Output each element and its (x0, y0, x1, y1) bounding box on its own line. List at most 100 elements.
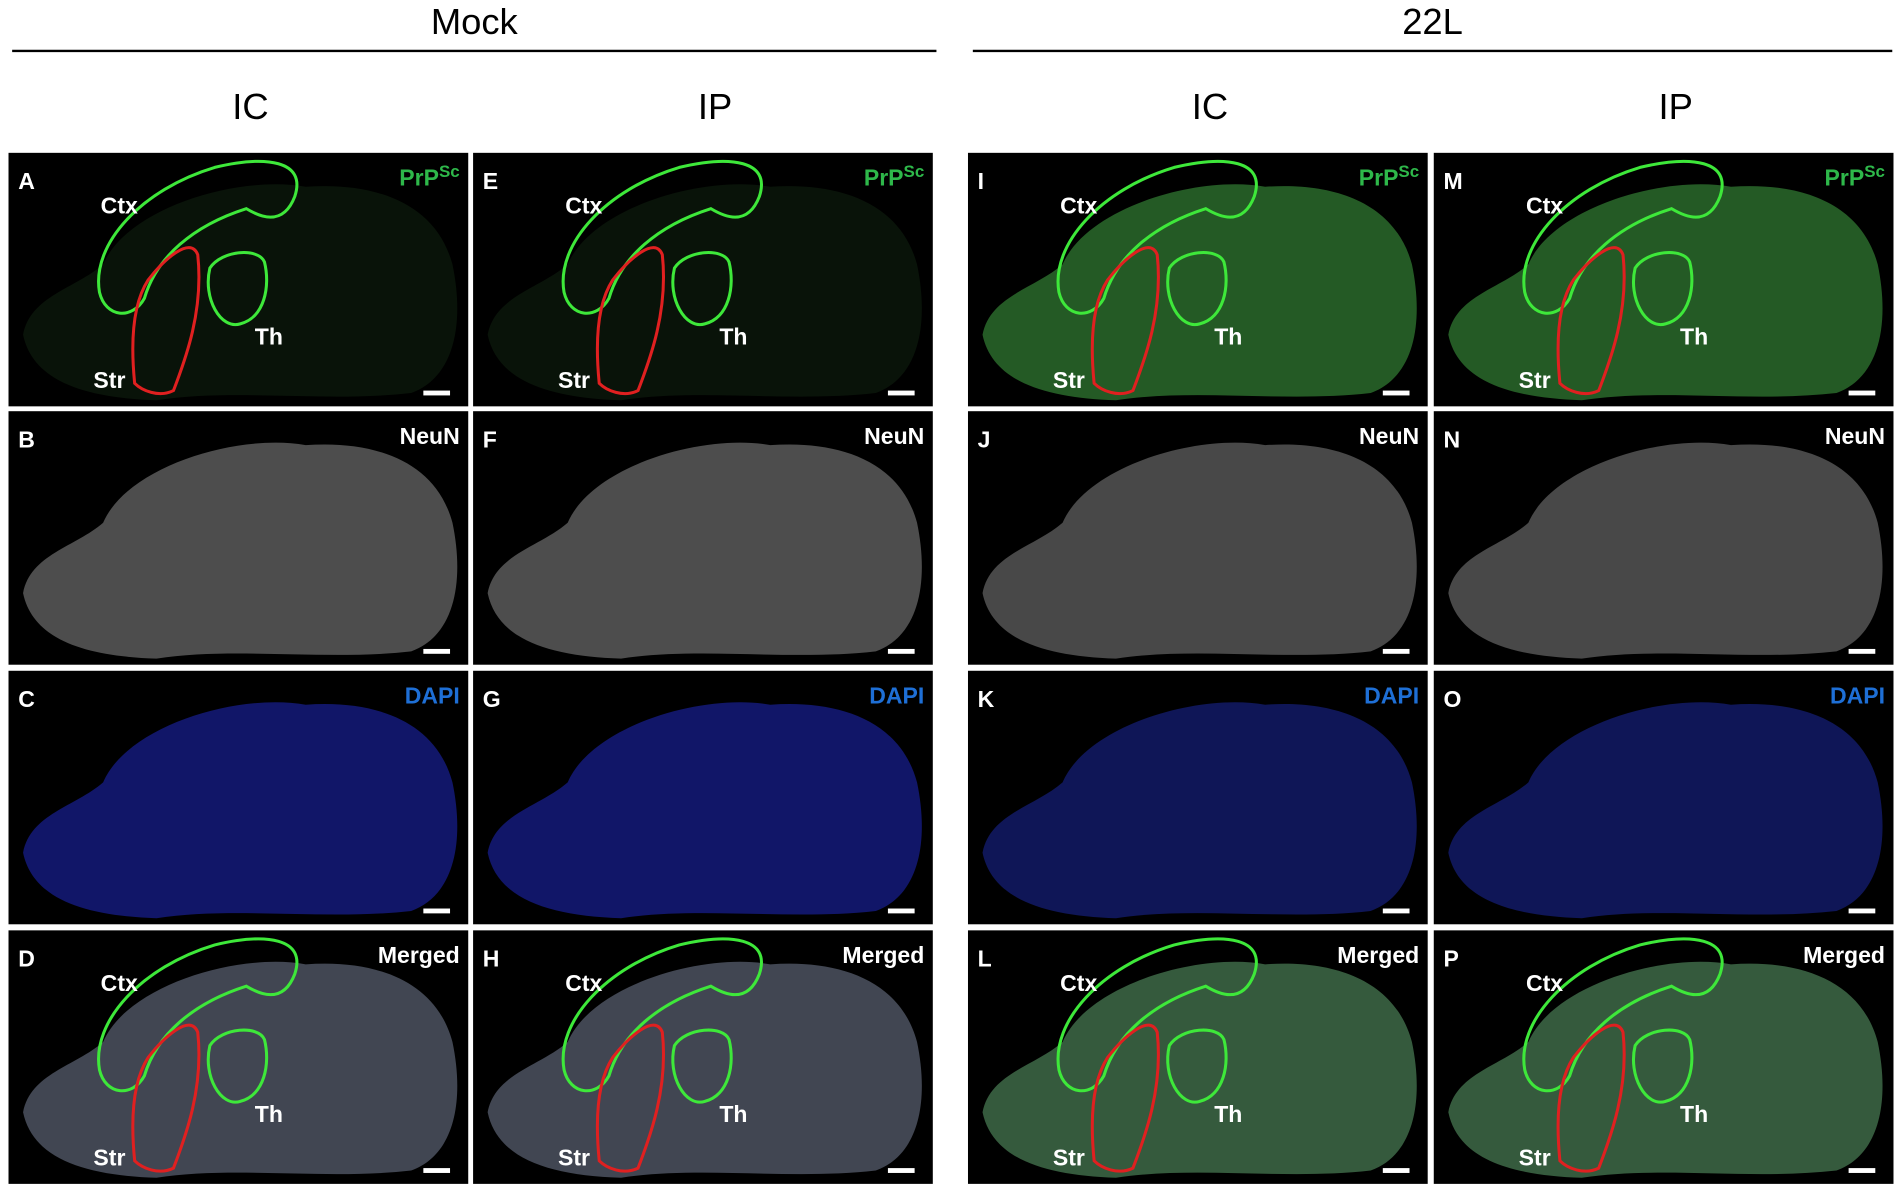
scale-bar (1848, 908, 1876, 914)
panel-letter: E (483, 168, 498, 194)
panel-letter: B (18, 427, 35, 453)
stain-name: Merged (1337, 942, 1419, 968)
scale-bar (887, 1168, 915, 1173)
column-title: IP (1659, 86, 1693, 127)
stain-name: DAPI (869, 683, 924, 709)
region-label: Ctx (565, 192, 602, 218)
region-label: Str (1519, 367, 1551, 393)
stain-label: DAPI (1830, 683, 1885, 709)
stain-name: Merged (842, 942, 924, 968)
stain-label: Merged (378, 942, 460, 968)
region-label: Str (93, 367, 125, 393)
stain-name: NeuN (864, 423, 924, 449)
th-outline (206, 1028, 269, 1104)
stain-superscript: Sc (904, 162, 925, 181)
str-outline (595, 246, 665, 396)
panel-letter: L (978, 946, 992, 972)
region-label: Th (1680, 323, 1708, 349)
th-outline (206, 251, 269, 327)
th-outline (1166, 1028, 1228, 1104)
brain-section (982, 442, 1417, 659)
region-label: Th (255, 1101, 283, 1127)
image-panel: Ctx Th Str P Merged (1433, 930, 1894, 1184)
str-outline (131, 1023, 201, 1173)
image-panel: C DAPI (8, 670, 469, 925)
column-title: IP (698, 86, 732, 127)
stain-name: PrP (1825, 165, 1865, 191)
scale-bar (1848, 1168, 1876, 1173)
stain-label: DAPI (1364, 683, 1419, 709)
image-panel: Ctx Th Str L Merged (967, 930, 1428, 1184)
region-label: Ctx (1526, 970, 1563, 996)
stain-superscript: Sc (1864, 162, 1885, 181)
group-title: Mock (431, 1, 519, 42)
ctx-outline (1056, 937, 1258, 1093)
panel-letter: A (18, 168, 35, 194)
scale-bar (1382, 1168, 1410, 1173)
str-outline (1090, 1023, 1160, 1173)
scale-bar (1848, 648, 1876, 654)
stain-label: PrPSc (864, 162, 924, 190)
scale-bar (1848, 390, 1876, 396)
stain-name: Merged (378, 942, 460, 968)
panel-letter: J (978, 427, 991, 453)
panel-letter: I (978, 168, 984, 194)
th-outline (1632, 251, 1694, 327)
ctx-outline (97, 937, 299, 1093)
image-panel: O DAPI (1433, 670, 1894, 925)
stain-label: NeuN (864, 423, 924, 449)
scale-bar (1382, 648, 1410, 654)
region-label: Str (1053, 1145, 1085, 1171)
scale-bar (423, 1168, 451, 1173)
stain-label: DAPI (869, 683, 924, 709)
panel-letter: M (1443, 168, 1462, 194)
stain-name: NeuN (1825, 423, 1885, 449)
stain-label: PrPSc (399, 162, 459, 190)
ctx-outline (97, 159, 299, 315)
region-label: Th (1214, 1101, 1242, 1127)
stain-name: Merged (1803, 942, 1885, 968)
brain-section (1448, 442, 1883, 659)
region-label: Ctx (101, 192, 138, 218)
region-label: Ctx (1060, 192, 1097, 218)
str-outline (1556, 1023, 1626, 1173)
scale-bar (1382, 908, 1410, 914)
stain-label: NeuN (400, 423, 460, 449)
stain-name: NeuN (1359, 423, 1419, 449)
str-outline (1556, 246, 1626, 396)
th-outline (1632, 1028, 1694, 1104)
str-outline (595, 1023, 665, 1173)
stain-label: NeuN (1359, 423, 1419, 449)
image-panel: Ctx Th Str D Merged (8, 930, 469, 1184)
brain-section (487, 442, 922, 659)
scale-bar (887, 908, 915, 914)
scale-bar (423, 390, 451, 396)
panel-letter: C (18, 686, 35, 712)
brain-section (23, 442, 458, 659)
region-label: Ctx (1526, 192, 1563, 218)
scale-bar (1382, 390, 1410, 396)
scale-bar (887, 390, 915, 396)
stain-name: DAPI (1364, 683, 1419, 709)
panel-letter: G (483, 686, 501, 712)
brain-section (487, 702, 922, 919)
stain-name: PrP (399, 165, 439, 191)
image-panel: K DAPI (967, 670, 1428, 925)
panel-letter: D (18, 946, 35, 972)
region-label: Th (719, 323, 747, 349)
stain-label: PrPSc (1359, 162, 1419, 190)
image-panel: Ctx Th Str M PrPSc (1433, 152, 1894, 407)
region-label: Str (558, 1145, 590, 1171)
region-label: Str (1519, 1145, 1551, 1171)
image-panel: Ctx Th Str I PrPSc (967, 152, 1428, 407)
stain-superscript: Sc (439, 162, 460, 181)
brain-section (1448, 702, 1883, 919)
brain-section (982, 702, 1417, 919)
scale-bar (423, 648, 451, 654)
image-panel: B NeuN (8, 411, 469, 665)
scale-bar (423, 908, 451, 914)
stain-label: NeuN (1825, 423, 1885, 449)
scale-bar (887, 648, 915, 654)
